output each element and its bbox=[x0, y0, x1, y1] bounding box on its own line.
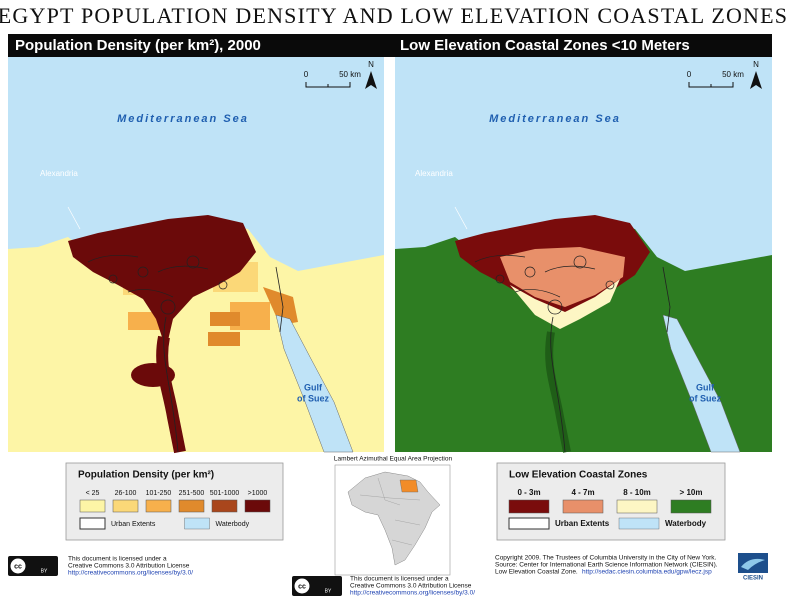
ciesin-logo-label: CIESIN bbox=[743, 576, 763, 582]
legend-swatch bbox=[178, 499, 205, 513]
legend-label: 4 - 7m bbox=[571, 488, 594, 497]
legend-label: 0 - 3m bbox=[517, 488, 540, 497]
gulf-label: of Suez bbox=[689, 393, 722, 403]
inset-caption: Lambert Azimuthal Equal Area Projection bbox=[334, 456, 453, 463]
cc-icon-label: cc bbox=[14, 563, 22, 570]
legend-label: >1000 bbox=[248, 490, 268, 497]
legend-swatch bbox=[670, 499, 712, 514]
scale-label: 50 km bbox=[339, 70, 361, 79]
legend-swatch bbox=[508, 517, 550, 530]
poster-title: EGYPT POPULATION DENSITY AND LOW ELEVATI… bbox=[0, 3, 786, 28]
legend-label: 501-1000 bbox=[210, 490, 240, 497]
cc-icon bbox=[293, 577, 311, 595]
cc-icon bbox=[9, 557, 27, 575]
gulf-label: Gulf bbox=[696, 382, 715, 392]
credit-url: http://sedac.ciesin.columbia.edu/gpw/lec… bbox=[582, 569, 712, 576]
legend-title: Population Density (per km²) bbox=[78, 470, 214, 481]
cc-badge-label: BY bbox=[41, 568, 48, 574]
city-label: Alexandria bbox=[40, 169, 78, 178]
gulf-label: of Suez bbox=[297, 393, 330, 403]
legend-label: Waterbody bbox=[665, 519, 707, 528]
population-map: Alexandria Mediterranean Sea Gulf of Sue… bbox=[8, 57, 384, 454]
panel-header: Population Density (per km²), 2000 bbox=[15, 37, 261, 54]
license-text: Creative Commons 3.0 Attribution License bbox=[68, 563, 190, 570]
credit-text: Copyright 2009. The Trustees of Columbia… bbox=[495, 555, 717, 562]
header-bar bbox=[8, 34, 772, 57]
legend-swatch bbox=[618, 517, 660, 530]
legend-label: Urban Extents bbox=[555, 519, 610, 528]
legend-label: < 25 bbox=[86, 490, 100, 497]
legend-label: 8 - 10m bbox=[623, 488, 651, 497]
credit-text: Low Elevation Coastal Zone. bbox=[495, 569, 578, 576]
credit-text: Source: Center for International Earth S… bbox=[495, 562, 718, 569]
license-url: http://creativecommons.org/licenses/by/3… bbox=[68, 570, 193, 577]
city-label: Alexandria bbox=[415, 169, 453, 178]
north-label: N bbox=[753, 60, 759, 69]
legend-swatch bbox=[79, 517, 106, 530]
license-text: This document is licensed under a bbox=[350, 576, 449, 583]
north-label: N bbox=[368, 60, 374, 69]
scale-bar: 0 50 km N bbox=[687, 60, 762, 89]
sea-label: Mediterranean Sea bbox=[117, 113, 249, 125]
legend-label: 101-250 bbox=[146, 490, 172, 497]
elevation-map: Alexandria Mediterranean Sea Gulf of Sue… bbox=[395, 57, 772, 453]
cc-badge-label: BY bbox=[325, 588, 332, 594]
legend-title: Low Elevation Coastal Zones bbox=[509, 470, 648, 481]
legend-swatch bbox=[562, 499, 604, 514]
legend-label: 251-500 bbox=[179, 490, 205, 497]
inset-map bbox=[334, 464, 451, 576]
legend-swatch bbox=[244, 499, 271, 513]
scale-label: 0 bbox=[304, 70, 309, 79]
legend-swatch bbox=[184, 517, 210, 530]
legend-swatch bbox=[508, 499, 550, 514]
legend-swatch bbox=[616, 499, 658, 514]
license-text: Creative Commons 3.0 Attribution License bbox=[350, 583, 472, 590]
license-text: This document is licensed under a bbox=[68, 556, 167, 563]
legend-label: 26-100 bbox=[115, 490, 137, 497]
legend-label: Waterbody bbox=[216, 521, 250, 528]
cc-icon-label: cc bbox=[298, 583, 306, 590]
gulf-label: Gulf bbox=[304, 382, 323, 392]
scale-bar: 0 50 km N bbox=[304, 60, 377, 89]
sea-label: Mediterranean Sea bbox=[489, 113, 621, 125]
panel-header: Low Elevation Coastal Zones <10 Meters bbox=[400, 37, 690, 54]
scale-label: 0 bbox=[687, 70, 692, 79]
legend-swatch bbox=[79, 499, 106, 513]
legend-swatch bbox=[145, 499, 172, 513]
legend-swatch bbox=[211, 499, 238, 513]
legend-swatch bbox=[112, 499, 139, 513]
ciesin-logo-mark bbox=[741, 558, 765, 570]
legend-label: > 10m bbox=[680, 488, 703, 497]
legend-label: Urban Extents bbox=[111, 521, 156, 528]
license-url: http://creativecommons.org/licenses/by/3… bbox=[350, 590, 475, 597]
scale-label: 50 km bbox=[722, 70, 744, 79]
